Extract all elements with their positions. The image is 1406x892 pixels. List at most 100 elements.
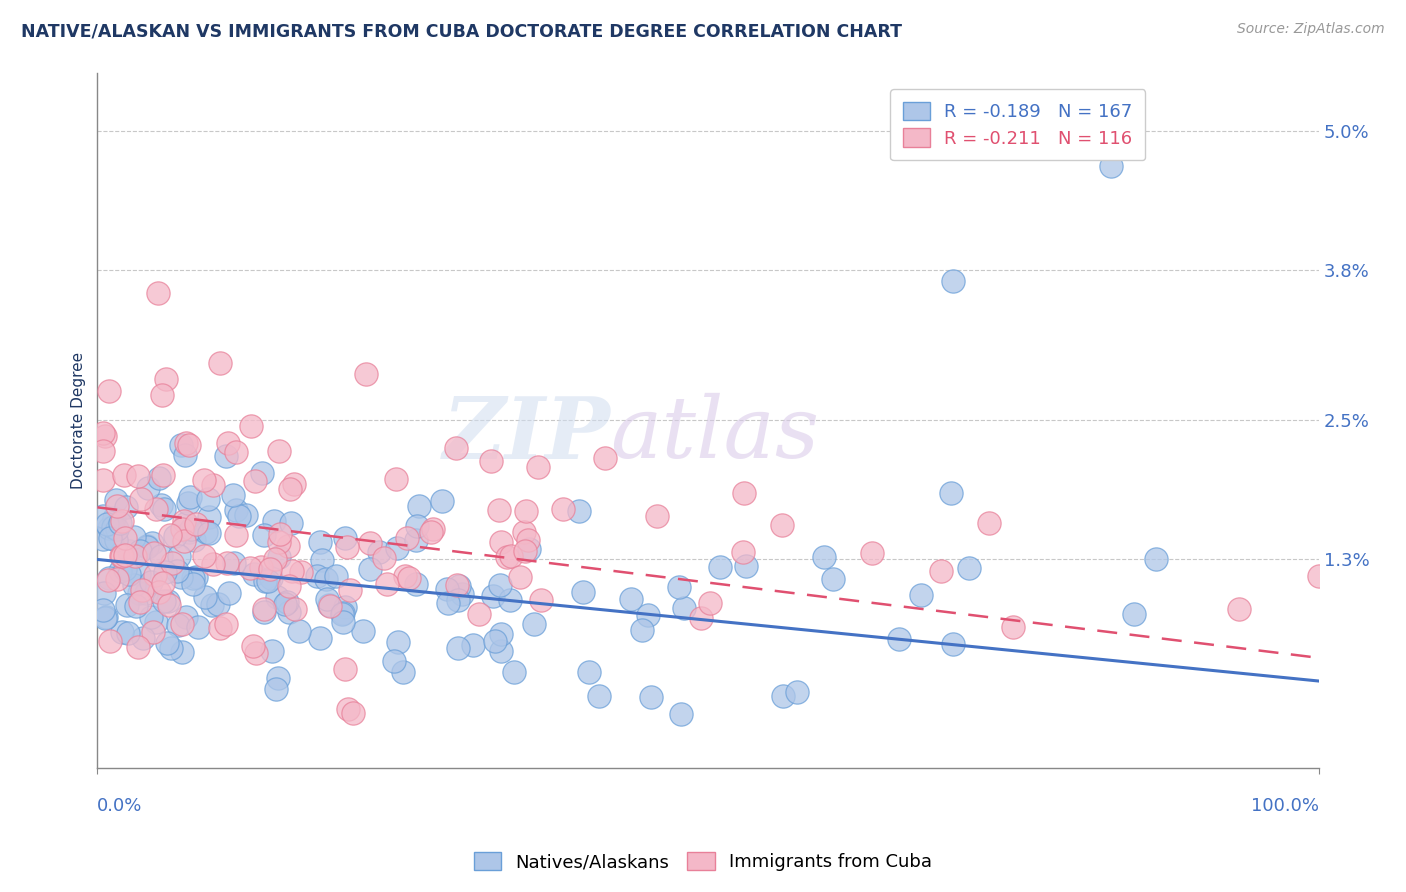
Point	[568, 504, 591, 518]
Point	[117, 567, 139, 582]
Point	[516, 533, 538, 547]
Point	[269, 535, 291, 549]
Point	[129, 594, 152, 608]
Point	[501, 549, 523, 564]
Point	[174, 610, 197, 624]
Point	[105, 493, 128, 508]
Point	[690, 611, 713, 625]
Point	[239, 418, 262, 433]
Point	[281, 564, 304, 578]
Point	[152, 468, 174, 483]
Point	[110, 516, 132, 531]
Point	[198, 526, 221, 541]
Point	[287, 624, 309, 638]
Point	[217, 436, 239, 450]
Point	[523, 617, 546, 632]
Point	[150, 388, 173, 402]
Point	[939, 486, 962, 500]
Point	[111, 624, 134, 639]
Point	[93, 426, 115, 441]
Point	[201, 599, 224, 613]
Point	[354, 367, 377, 381]
Point	[105, 572, 128, 586]
Point	[578, 665, 600, 679]
Point	[733, 545, 755, 559]
Point	[373, 551, 395, 566]
Point	[174, 516, 197, 531]
Point	[139, 575, 162, 590]
Point	[142, 546, 165, 560]
Point	[136, 540, 159, 554]
Point	[335, 532, 357, 546]
Point	[786, 684, 808, 698]
Point	[222, 488, 245, 502]
Point	[408, 500, 430, 514]
Point	[339, 583, 361, 598]
Point	[184, 516, 207, 531]
Point	[162, 556, 184, 570]
Point	[122, 577, 145, 591]
Point	[263, 514, 285, 528]
Point	[526, 459, 548, 474]
Point	[266, 590, 288, 604]
Point	[131, 582, 153, 597]
Point	[489, 578, 512, 592]
Point	[311, 553, 333, 567]
Point	[333, 600, 356, 615]
Point	[405, 577, 427, 591]
Point	[235, 508, 257, 522]
Point	[198, 510, 221, 524]
Point	[202, 478, 225, 492]
Point	[111, 549, 134, 563]
Point	[593, 450, 616, 465]
Point	[108, 564, 131, 578]
Point	[929, 565, 952, 579]
Point	[250, 467, 273, 481]
Point	[699, 596, 721, 610]
Point	[269, 550, 291, 565]
Point	[225, 445, 247, 459]
Point	[173, 448, 195, 462]
Point	[193, 549, 215, 564]
Point	[496, 550, 519, 565]
Point	[124, 549, 146, 563]
Point	[488, 503, 510, 517]
Point	[115, 500, 138, 515]
Point	[274, 597, 297, 611]
Point	[114, 548, 136, 562]
Point	[141, 536, 163, 550]
Point	[117, 626, 139, 640]
Text: 100.0%: 100.0%	[1251, 797, 1319, 815]
Point	[94, 429, 117, 443]
Point	[93, 444, 115, 458]
Y-axis label: Doctorate Degree: Doctorate Degree	[72, 352, 86, 489]
Point	[96, 517, 118, 532]
Point	[977, 516, 1000, 530]
Point	[889, 632, 911, 646]
Point	[156, 635, 179, 649]
Point	[155, 371, 177, 385]
Point	[260, 570, 283, 584]
Point	[333, 662, 356, 676]
Point	[127, 640, 149, 654]
Point	[278, 579, 301, 593]
Point	[733, 486, 755, 500]
Point	[193, 473, 215, 487]
Point	[152, 594, 174, 608]
Legend: R = -0.189   N = 167, R = -0.211   N = 116: R = -0.189 N = 167, R = -0.211 N = 116	[890, 89, 1146, 161]
Point	[184, 570, 207, 584]
Point	[245, 646, 267, 660]
Point	[145, 502, 167, 516]
Point	[406, 519, 429, 533]
Point	[179, 490, 201, 504]
Point	[177, 438, 200, 452]
Point	[112, 468, 135, 483]
Point	[419, 525, 441, 540]
Point	[305, 569, 328, 583]
Point	[772, 690, 794, 704]
Point	[553, 502, 575, 516]
Point	[152, 576, 174, 591]
Point	[515, 544, 537, 558]
Point	[359, 562, 381, 576]
Point	[259, 561, 281, 575]
